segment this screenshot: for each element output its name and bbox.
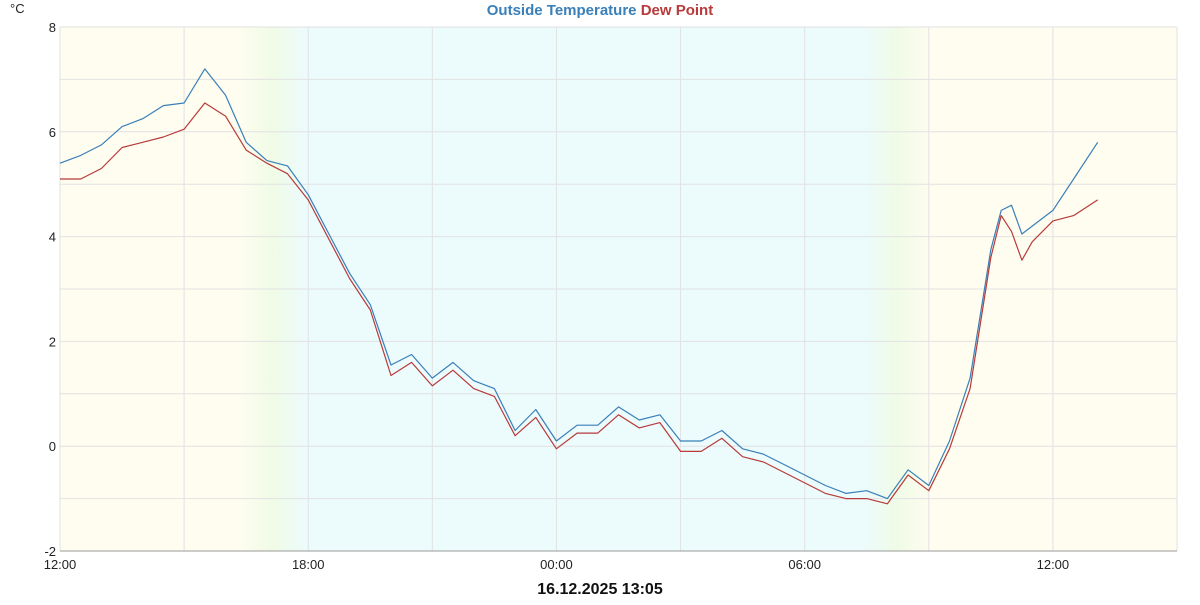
legend-dew-point: Dew Point [641, 2, 714, 19]
y-tick-label: 8 [49, 20, 56, 35]
y-tick-label: 2 [49, 334, 56, 349]
series-lines [59, 68, 1099, 505]
x-tick-label: 18:00 [292, 557, 325, 572]
y-tick-label: 0 [49, 439, 56, 454]
dew-point-line [60, 102, 1099, 505]
y-axis-unit: °C [10, 1, 25, 16]
chart-title: Outside Temperature Dew Point [487, 2, 713, 19]
y-tick-label: 4 [49, 230, 56, 245]
x-tick-label: 12:00 [44, 557, 77, 572]
y-tick-label: -2 [44, 544, 56, 559]
grid [59, 26, 1178, 552]
x-tick-label: 12:00 [1037, 557, 1070, 572]
legend-outside-temperature: Outside Temperature [487, 2, 637, 19]
x-tick-label: 00:00 [540, 557, 573, 572]
timestamp-footer: 16.12.2025 13:05 [537, 581, 663, 598]
outside-temperature-line [59, 68, 1099, 500]
y-tick-label: 6 [49, 125, 56, 140]
axes: -2 0 2 4 6 8 12:00 18:00 00:00 06:00 12:00 [44, 20, 1177, 572]
x-tick-label: 06:00 [788, 557, 821, 572]
